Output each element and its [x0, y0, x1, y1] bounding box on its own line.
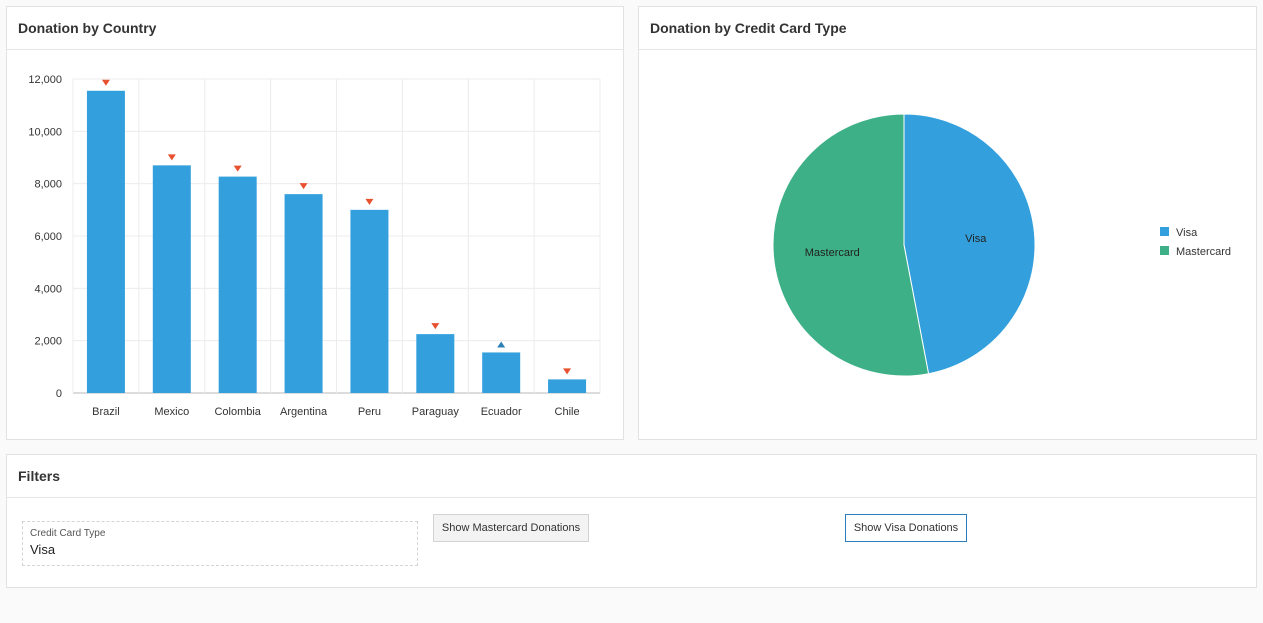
- x-tick-label: Argentina: [280, 406, 328, 418]
- trend-down-marker: [233, 165, 242, 172]
- pie-slice-mastercard: [772, 113, 930, 377]
- trend-down-marker: [299, 183, 308, 190]
- bar-ecuador: [482, 352, 521, 393]
- x-tick-label: Brazil: [92, 406, 120, 418]
- bar-colombia: [218, 176, 257, 393]
- pie-label: Mastercard: [805, 247, 860, 259]
- x-tick-label: Chile: [555, 406, 580, 418]
- show-mastercard-donations-button[interactable]: Show Mastercard Donations: [433, 514, 589, 542]
- x-tick-label: Peru: [358, 406, 381, 418]
- filters-panel: Filters Credit Card Type Visa Show Maste…: [6, 454, 1257, 588]
- trend-up-marker: [497, 341, 506, 348]
- pie-chart: Visa Mastercard Visa Mastercard: [772, 113, 1231, 377]
- trend-down-marker: [365, 198, 374, 205]
- trend-down-marker: [101, 79, 110, 86]
- bar-peru: [350, 209, 389, 393]
- bar-chile: [548, 379, 587, 393]
- bar-paraguay: [416, 334, 455, 393]
- x-tick-label: Paraguay: [412, 406, 460, 418]
- pie-label: Visa: [965, 233, 987, 245]
- x-tick-label: Mexico: [154, 406, 189, 418]
- pie-slice-visa: [903, 113, 1036, 375]
- show-visa-donations-button[interactable]: Show Visa Donations: [845, 514, 967, 542]
- country-chart-panel: Donation by Country 0 2,000 4,000 6,000 8,00…: [6, 6, 624, 440]
- x-tick-label: Colombia: [214, 406, 261, 418]
- trend-down-marker: [563, 368, 572, 375]
- legend-swatch-visa: [1160, 227, 1169, 236]
- credit-card-type-label: Credit Card Type: [30, 528, 106, 539]
- y-tick-label: 10,000: [28, 126, 62, 138]
- y-tick-label: 2,000: [34, 336, 62, 348]
- y-tick-label: 12,000: [28, 74, 62, 86]
- legend-swatch-mastercard: [1160, 246, 1169, 255]
- x-tick-label: Ecuador: [481, 406, 522, 418]
- bar-argentina: [284, 194, 323, 393]
- bar-chart: 0 2,000 4,000 6,000 8,000 10,000 12,000 Brazil M…: [28, 74, 601, 418]
- y-tick-label: 4,000: [34, 283, 62, 295]
- country-chart-title: Donation by Country: [7, 7, 623, 50]
- legend-label: Mastercard: [1176, 246, 1231, 258]
- y-tick-label: 6,000: [34, 231, 62, 243]
- bar-brazil: [86, 90, 125, 394]
- trend-down-marker: [431, 323, 440, 330]
- bar-mexico: [152, 165, 191, 393]
- credit-card-type-value[interactable]: Visa: [30, 542, 56, 557]
- trend-down-marker: [167, 154, 176, 161]
- card-chart-title: Donation by Credit Card Type: [639, 7, 1256, 50]
- y-tick-label: 0: [56, 388, 62, 400]
- card-chart-panel: Donation by Credit Card Type Visa Masterc…: [638, 6, 1257, 440]
- filters-title: Filters: [7, 455, 1256, 498]
- y-tick-label: 8,000: [34, 179, 62, 191]
- legend-label: Visa: [1176, 227, 1198, 239]
- credit-card-type-field[interactable]: Credit Card Type Visa: [22, 521, 418, 566]
